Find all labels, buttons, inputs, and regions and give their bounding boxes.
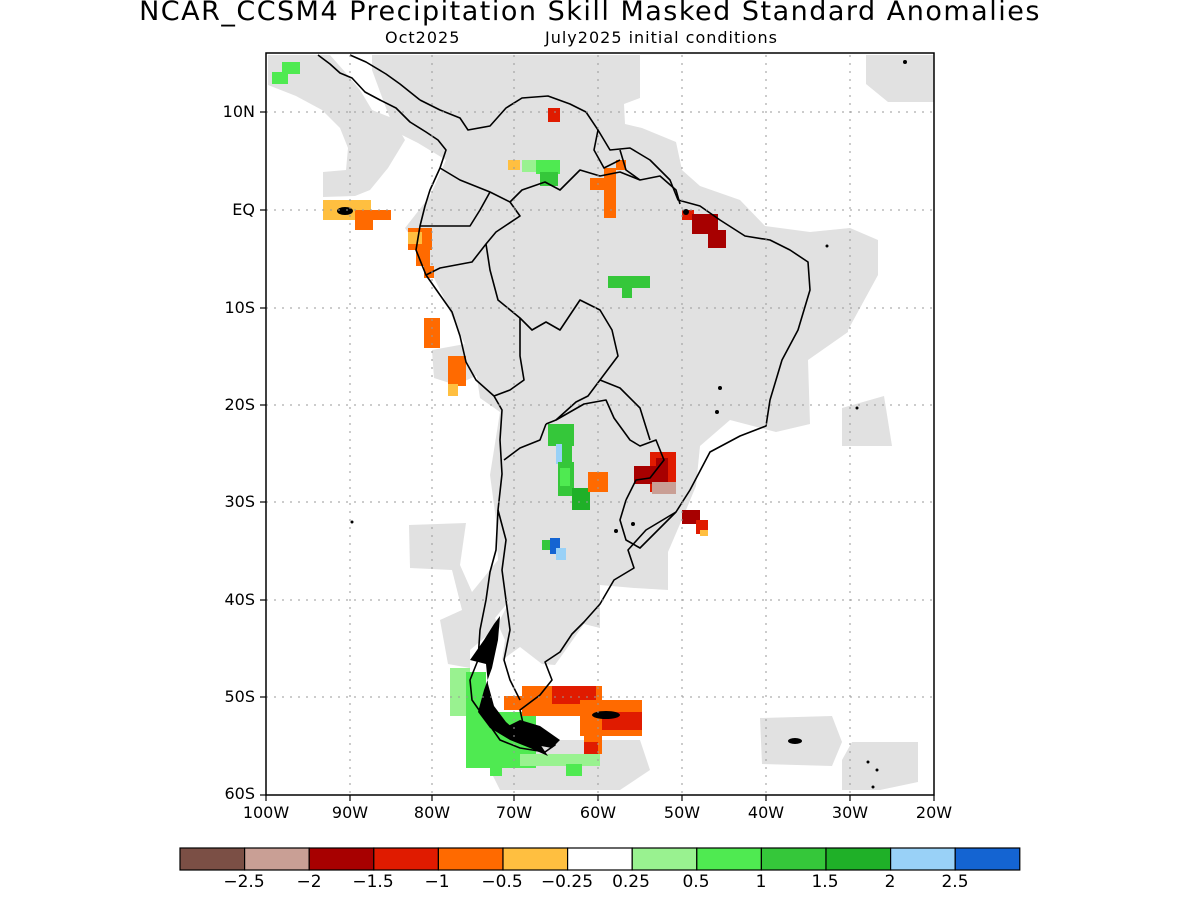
lat-label-10s: 10S <box>224 298 255 317</box>
forecast-month: Oct2025 <box>385 28 461 47</box>
lat-label-50s: 50S <box>224 687 255 706</box>
lat-label-20s: 20S <box>224 395 255 414</box>
lon-label-80w: 80W <box>413 803 451 822</box>
colorbar-swatch <box>244 847 310 871</box>
coastline <box>317 54 811 753</box>
colorbar-label: 0.5 <box>682 872 710 892</box>
colorbar-label: −0.5 <box>481 872 523 892</box>
lat-lon-grid <box>266 55 934 795</box>
lat-label-eq: EQ <box>232 200 255 219</box>
colorbar-swatch <box>696 847 762 871</box>
chart-title: NCAR_CCSM4 Precipitation Skill Masked St… <box>139 0 1041 27</box>
colorbar-label: 1 <box>755 872 767 892</box>
axis-ticks <box>260 111 935 801</box>
lon-label-20w: 20W <box>915 803 953 822</box>
lon-label-100w: 100W <box>242 803 290 822</box>
colorbar-swatch <box>502 847 569 871</box>
colorbar-swatch <box>566 847 633 871</box>
colorbar-swatch <box>373 847 439 871</box>
lat-label-30s: 30S <box>224 492 255 511</box>
lat-label-60s: 60S <box>224 784 255 803</box>
lon-label-30w: 30W <box>831 803 869 822</box>
colorbar-swatch <box>889 847 956 871</box>
colorbar-swatch <box>179 847 246 871</box>
colorbar-swatch <box>760 847 827 871</box>
lon-label-60w: 60W <box>579 803 617 822</box>
colorbar-label: 2 <box>884 872 896 892</box>
initial-conditions: July2025 initial conditions <box>545 28 778 47</box>
colorbar-swatch <box>437 847 504 871</box>
lon-label-70w: 70W <box>495 803 533 822</box>
colorbar-label: −0.25 <box>540 872 594 892</box>
map-frame <box>265 52 935 796</box>
lat-label-10n: 10N <box>222 102 255 121</box>
colorbar-label: −1 <box>424 872 450 892</box>
colorbar-label: 2.5 <box>941 872 969 892</box>
lon-label-50w: 50W <box>663 803 701 822</box>
lon-label-40w: 40W <box>747 803 785 822</box>
colorbar-swatch <box>954 847 1021 871</box>
colorbar-label: −2 <box>296 872 322 892</box>
lon-label-90w: 90W <box>331 803 369 822</box>
colorbar-label: −1.5 <box>352 872 394 892</box>
colorbar-swatch <box>631 847 698 871</box>
colorbar-label: 1.5 <box>811 872 839 892</box>
lat-label-40s: 40S <box>224 590 255 609</box>
southern-islands <box>337 60 907 789</box>
colorbar-label: 0.25 <box>612 872 650 892</box>
colorbar-swatch <box>308 847 375 871</box>
colorbar-label: −2.5 <box>223 872 265 892</box>
colorbar-swatch <box>825 847 892 871</box>
